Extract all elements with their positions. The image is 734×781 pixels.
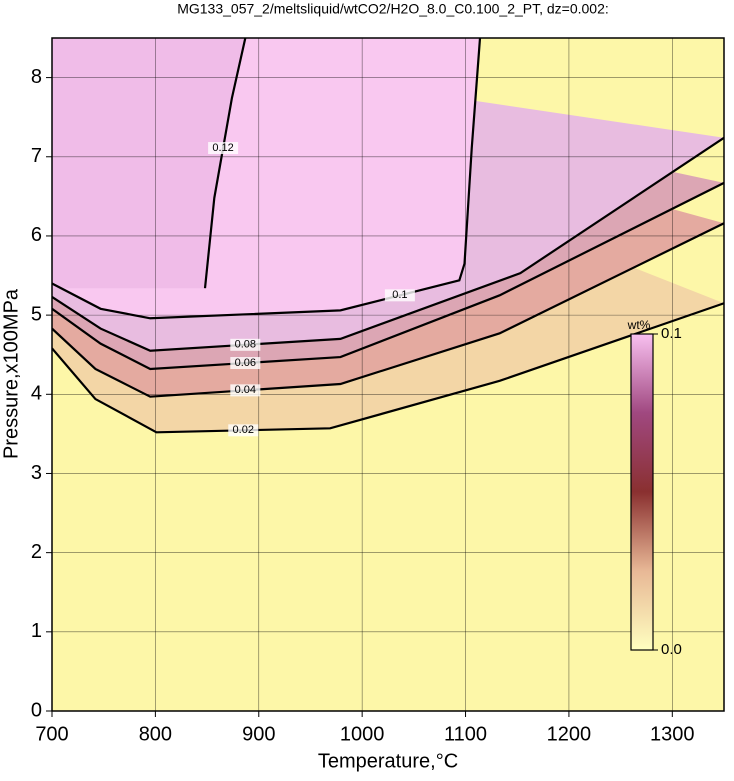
contour-label-bg	[384, 289, 415, 302]
x-tick-label: 1200	[547, 723, 592, 745]
x-tick-label: 800	[139, 723, 172, 745]
y-tick-label: 5	[31, 303, 42, 325]
contour-label: 0.12	[212, 142, 233, 154]
contour-label-bg	[230, 384, 261, 397]
y-tick-label: 2	[31, 541, 42, 563]
plot-frame	[51, 37, 725, 712]
contour-label: 0.04	[235, 384, 256, 396]
y-tick-label: 7	[31, 145, 42, 167]
contour-label: 0.1	[392, 289, 407, 301]
contour-label: 0.02	[233, 424, 254, 436]
contour-label-bg	[230, 357, 261, 370]
contour-label-bg	[228, 424, 259, 437]
colorbar-tick-label: 0.0	[661, 641, 682, 658]
y-tick-label: 6	[31, 224, 42, 246]
plot-area: 0.02 0.04 0.06 0.08 0.1 0.12	[52, 38, 724, 711]
y-tick-label: 0	[31, 699, 42, 721]
colorbar	[630, 333, 654, 651]
x-axis-label: Temperature,°C	[318, 750, 458, 772]
chart-title: MG133_057_2/meltsliquid/wtCO2/H2O_8.0_C0…	[177, 1, 609, 17]
contour-label-bg	[230, 338, 261, 351]
x-tick-label: 1000	[340, 723, 385, 745]
colorbar-tick-label: 0.1	[661, 325, 682, 342]
colorbar-label: wt%	[627, 318, 651, 332]
y-tick-label: 1	[31, 620, 42, 642]
contour-fill	[52, 38, 246, 289]
contour-label: 0.08	[235, 339, 256, 351]
contour-label: 0.06	[235, 357, 256, 369]
y-tick-label: 4	[31, 383, 42, 405]
y-tick-label: 8	[31, 66, 42, 88]
contour-label-bg	[208, 142, 239, 155]
x-tick-label: 700	[35, 723, 68, 745]
x-tick-label: 900	[242, 723, 275, 745]
y-tick-label: 3	[31, 462, 42, 484]
x-tick-label: 1300	[650, 723, 695, 745]
x-tick-label: 1100	[444, 723, 487, 745]
y-axis-label: Pressure,x100MPa	[0, 288, 22, 459]
